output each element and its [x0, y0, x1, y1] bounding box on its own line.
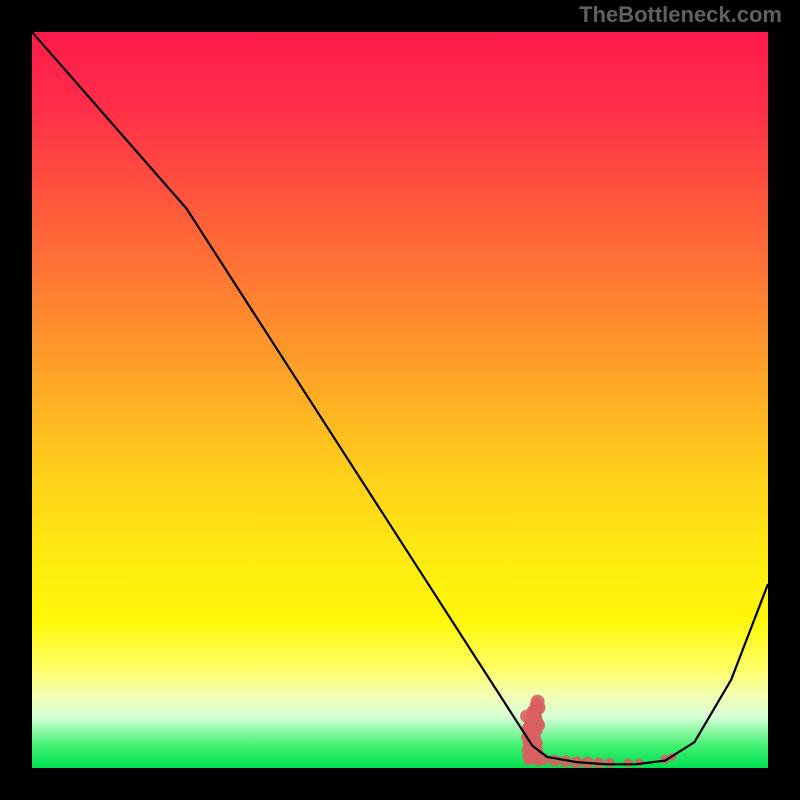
bottleneck-chart [32, 32, 768, 768]
chart-svg [32, 32, 768, 768]
chart-background [32, 32, 768, 768]
watermark-text: TheBottleneck.com [579, 2, 782, 28]
